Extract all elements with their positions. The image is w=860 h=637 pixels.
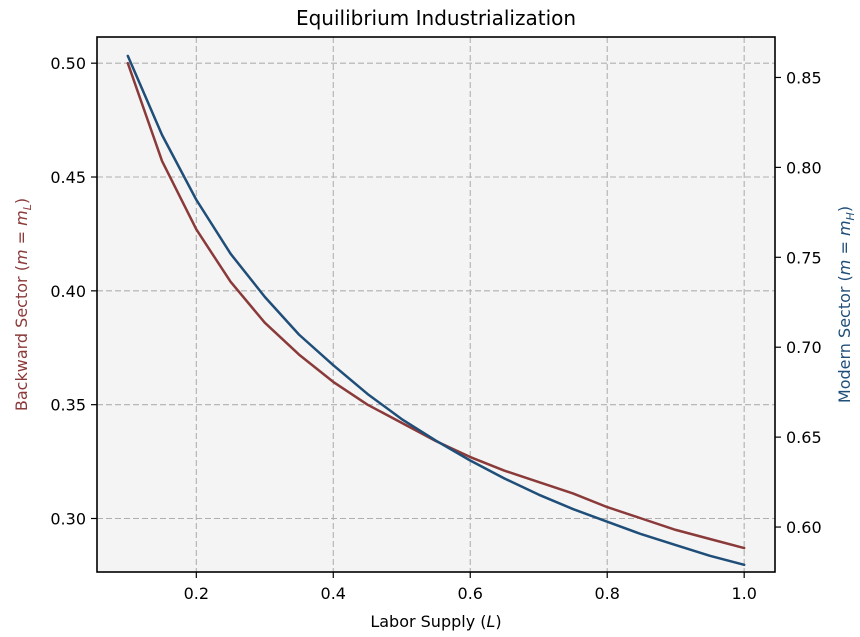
y-right-axis-ticks: 0.60 0.65 0.70 0.75 0.80 0.85 [775, 68, 822, 537]
y-left-tick-label: 0.35 [50, 396, 86, 415]
chart-title: Equilibrium Industrialization [296, 6, 576, 30]
y-right-tick-label: 0.65 [786, 428, 822, 447]
plot-frame [96, 36, 776, 573]
x-tick-label: 0.2 [184, 584, 209, 603]
grid-lines [97, 37, 775, 572]
series-modern-line [126, 54, 746, 567]
y-right-tick-label: 0.75 [786, 248, 822, 267]
y-right-tick-label: 0.60 [786, 518, 822, 537]
x-tick-label: 0.4 [321, 584, 346, 603]
plot-background [97, 37, 775, 572]
x-axis-title: Labor Supply (L) [370, 612, 501, 631]
y-left-axis-title: Backward Sector (m = mL) [12, 198, 34, 411]
y-right-tick-label: 0.70 [786, 338, 822, 357]
series-layer [126, 54, 746, 567]
y-left-tick-label: 0.45 [50, 168, 86, 187]
y-left-tick-label: 0.40 [50, 282, 86, 301]
x-axis-ticks: 0.2 0.4 0.6 0.8 1.0 [184, 572, 757, 603]
x-tick-label: 0.6 [458, 584, 483, 603]
y-right-tick-label: 0.85 [786, 68, 822, 87]
y-left-tick-label: 0.50 [50, 54, 86, 73]
y-left-tick-label: 0.30 [50, 510, 86, 529]
y-right-tick-label: 0.80 [786, 158, 822, 177]
x-tick-label: 0.8 [594, 584, 619, 603]
y-right-axis-title: Modern Sector (m = mH) [835, 206, 857, 403]
x-tick-label: 1.0 [731, 584, 756, 603]
y-left-axis-ticks: 0.30 0.35 0.40 0.45 0.50 [50, 54, 97, 529]
